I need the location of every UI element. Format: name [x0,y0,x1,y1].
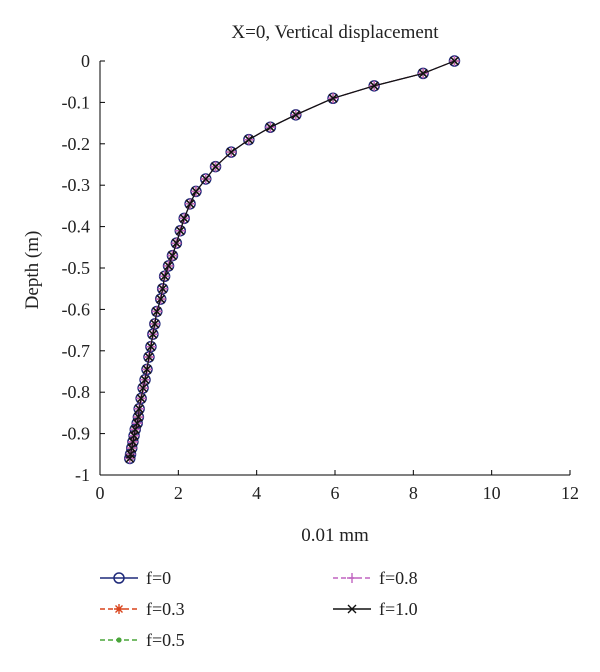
series-point [265,122,275,132]
legend-item: f=0.8 [333,568,418,588]
legend-label: f=1.0 [379,599,418,619]
legend-item: f=0 [100,568,171,588]
chart-title: X=0, Vertical displacement [231,22,439,43]
legend-item: f=0.5 [100,630,185,650]
legend-label: f=0.8 [379,568,418,588]
series-point [152,306,162,316]
series-point [226,147,236,157]
series-point [144,352,154,362]
series-point [164,261,174,271]
series-point [167,251,177,261]
series-point [138,383,148,393]
series-point [160,271,170,281]
series-point [148,329,158,339]
series-point [244,135,254,145]
y-tick-label: -0.9 [62,424,91,444]
x-tick-label: 4 [252,483,261,503]
y-tick-label: -0.3 [62,175,91,195]
y-tick-label: -1 [75,465,90,485]
series-point [328,93,338,103]
y-axis-label: Depth (m) [22,231,43,310]
series-point [191,186,201,196]
y-tick-label: -0.7 [62,341,91,361]
series-point [134,404,144,414]
x-tick-label: 2 [174,483,183,503]
series-point [158,284,168,294]
series-point [146,342,156,352]
legend-marker [116,637,122,643]
x-tick-label: 8 [409,483,418,503]
y-tick-label: -0.5 [62,258,91,278]
legend-label: f=0.3 [146,599,185,619]
series-point [171,238,181,248]
x-axis-label: 0.01 mm [301,525,369,546]
legend-marker [347,573,357,583]
series-point [125,453,135,463]
legend-marker [113,572,125,584]
legend: f=0 f=0.3 f=0.5 f=0.8 f=1.0 [100,568,418,650]
series-point [175,226,185,236]
series-point [185,199,195,209]
series-line [129,60,455,459]
series-point [201,174,211,184]
x-tick-label: 12 [561,483,579,503]
series-point [211,162,221,172]
axes: 0 2 4 6 8 10 12 0 -0.1 -0.2 -0.3 -0.4 -0.5 -0.6 -0.7 -0… [62,51,580,503]
legend-item: f=1.0 [333,599,418,619]
y-tick-label: -0.8 [62,382,91,402]
y-tick-label: -0.4 [62,217,91,237]
legend-label: f=0 [146,568,171,588]
series-line [129,60,455,459]
y-tick-label: 0 [81,51,90,71]
series-line [129,60,455,459]
series-point [132,418,142,428]
series-line [129,60,455,459]
series-point [140,375,150,385]
series-4 [125,56,459,463]
series-point [449,56,459,66]
legend-marker [347,604,357,614]
x-tick-label: 10 [483,483,501,503]
series-point [291,110,301,120]
series-point [150,319,160,329]
legend-item: f=0.3 [100,599,185,619]
series-point [418,68,428,78]
y-tick-label: -0.2 [62,134,91,154]
series-point [136,393,146,403]
series-line [129,60,455,459]
legend-marker [114,604,124,614]
y-tick-label: -0.1 [62,92,91,112]
x-tick-label: 0 [96,483,105,503]
y-tick-label: -0.6 [62,299,91,319]
legend-label: f=0.5 [146,630,185,650]
series-point [142,364,152,374]
series-layer [124,55,461,465]
series-point [156,294,166,304]
x-tick-label: 6 [331,483,340,503]
series-point [369,81,379,91]
series-point [179,213,189,223]
